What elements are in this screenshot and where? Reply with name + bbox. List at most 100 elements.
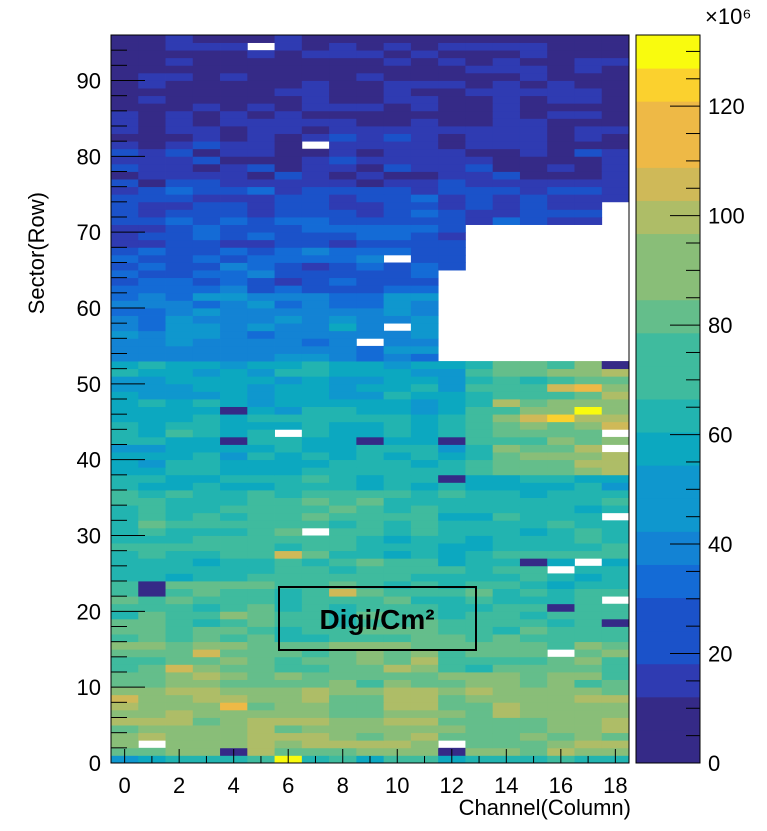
heatmap-cell	[192, 672, 221, 680]
heatmap-cell	[192, 467, 221, 476]
heatmap-cell	[492, 596, 521, 605]
heatmap-cell	[274, 110, 303, 119]
heatmap-cell	[138, 103, 166, 112]
heatmap-cell	[165, 201, 194, 210]
heatmap-cell	[438, 482, 466, 491]
heatmap-cell	[165, 110, 194, 119]
heatmap-cell	[356, 57, 385, 66]
heatmap-cell	[410, 687, 439, 696]
heatmap-cell	[220, 543, 248, 552]
heatmap-cell	[220, 72, 248, 81]
heatmap-cell	[165, 421, 194, 430]
heatmap-cell	[547, 209, 575, 218]
x-tick-label: 4	[228, 773, 240, 798]
heatmap-cell	[247, 323, 275, 332]
heatmap-cell	[111, 490, 139, 498]
heatmap-cell	[220, 300, 248, 309]
heatmap-cell	[301, 565, 330, 574]
heatmap-cell	[383, 217, 412, 225]
heatmap-cell	[301, 338, 330, 347]
heatmap-cell	[165, 194, 194, 203]
heatmap-cell	[519, 35, 548, 43]
heatmap-cell	[547, 474, 575, 483]
heatmap-cell	[165, 618, 194, 627]
heatmap-cell	[465, 368, 494, 377]
x-axis-ticks: 0 2 4 6 8 10 12 14 16 18	[119, 749, 628, 798]
heatmap-cell	[111, 550, 139, 559]
heatmap-cell	[547, 361, 575, 370]
heatmap-cell	[301, 186, 330, 195]
heatmap-cell	[301, 535, 330, 544]
heatmap-cell	[356, 474, 385, 483]
heatmap-cell	[138, 277, 166, 286]
heatmap-cell	[547, 368, 575, 377]
heatmap-cell	[138, 436, 166, 445]
heatmap-cell	[192, 679, 221, 688]
heatmap-cell	[274, 323, 303, 332]
heatmap-cell	[519, 717, 548, 726]
heatmap-cell	[574, 732, 603, 741]
heatmap-cell	[274, 497, 303, 506]
heatmap-cell	[301, 285, 330, 294]
heatmap-cell	[247, 490, 275, 498]
heatmap-cell	[410, 482, 439, 491]
heatmap-cell	[165, 702, 194, 711]
heatmap-cell	[301, 201, 330, 210]
heatmap-cell	[574, 436, 603, 445]
heatmap-cell	[519, 421, 548, 430]
heatmap-cell	[165, 323, 194, 332]
heatmap-cell	[138, 543, 166, 552]
heatmap-cell	[383, 57, 412, 66]
heatmap-cell	[465, 186, 494, 195]
heatmap-cell	[547, 95, 575, 104]
heatmap-cell	[274, 596, 303, 605]
heatmap-cell	[519, 672, 548, 680]
heatmap-cell	[519, 747, 548, 756]
heatmap-cell	[465, 535, 494, 544]
heatmap-cell	[383, 399, 412, 407]
heatmap-cell	[138, 596, 166, 605]
heatmap-cell	[192, 558, 221, 567]
heatmap-cell	[438, 95, 466, 104]
heatmap-cell	[192, 505, 221, 514]
heatmap-cell	[356, 163, 385, 172]
heatmap-cell	[492, 611, 521, 620]
heatmap-cell	[220, 512, 248, 521]
heatmap-cell	[601, 42, 630, 51]
heatmap-cell	[301, 725, 330, 734]
heatmap-cell	[438, 406, 466, 415]
heatmap-cell	[383, 376, 412, 385]
heatmap-cell	[547, 414, 575, 423]
heatmap-cell	[438, 474, 466, 483]
heatmap-cell	[356, 42, 385, 51]
color-scale-segment	[636, 531, 700, 565]
heatmap-cell	[192, 747, 221, 756]
heatmap-cell	[383, 179, 412, 188]
heatmap-cell	[383, 300, 412, 309]
heatmap-cell	[547, 57, 575, 66]
heatmap-cell	[601, 421, 630, 430]
heatmap-cell	[601, 588, 630, 597]
heatmap-cell	[465, 156, 494, 165]
heatmap-cell	[329, 194, 357, 203]
heatmap-cell	[383, 209, 412, 218]
heatmap-cell	[247, 452, 275, 461]
heatmap-cell	[247, 672, 275, 680]
heatmap-cell	[329, 300, 357, 309]
heatmap-cell	[465, 65, 494, 74]
heatmap-cell	[574, 702, 603, 711]
heatmap-cell	[301, 641, 330, 650]
heatmap-cell	[329, 527, 357, 536]
heatmap-cell	[301, 315, 330, 324]
heatmap-cell	[519, 110, 548, 119]
heatmap-cell	[274, 565, 303, 574]
heatmap-cell	[547, 664, 575, 673]
heatmap-cell	[138, 709, 166, 718]
color-scale-segment	[636, 564, 700, 599]
heatmap-cell	[247, 156, 275, 165]
heatmap-cell	[356, 72, 385, 81]
heatmap-cell	[383, 512, 412, 521]
heatmap-cell	[165, 224, 194, 233]
heatmap-cell	[383, 72, 412, 81]
heatmap-cell	[356, 664, 385, 673]
